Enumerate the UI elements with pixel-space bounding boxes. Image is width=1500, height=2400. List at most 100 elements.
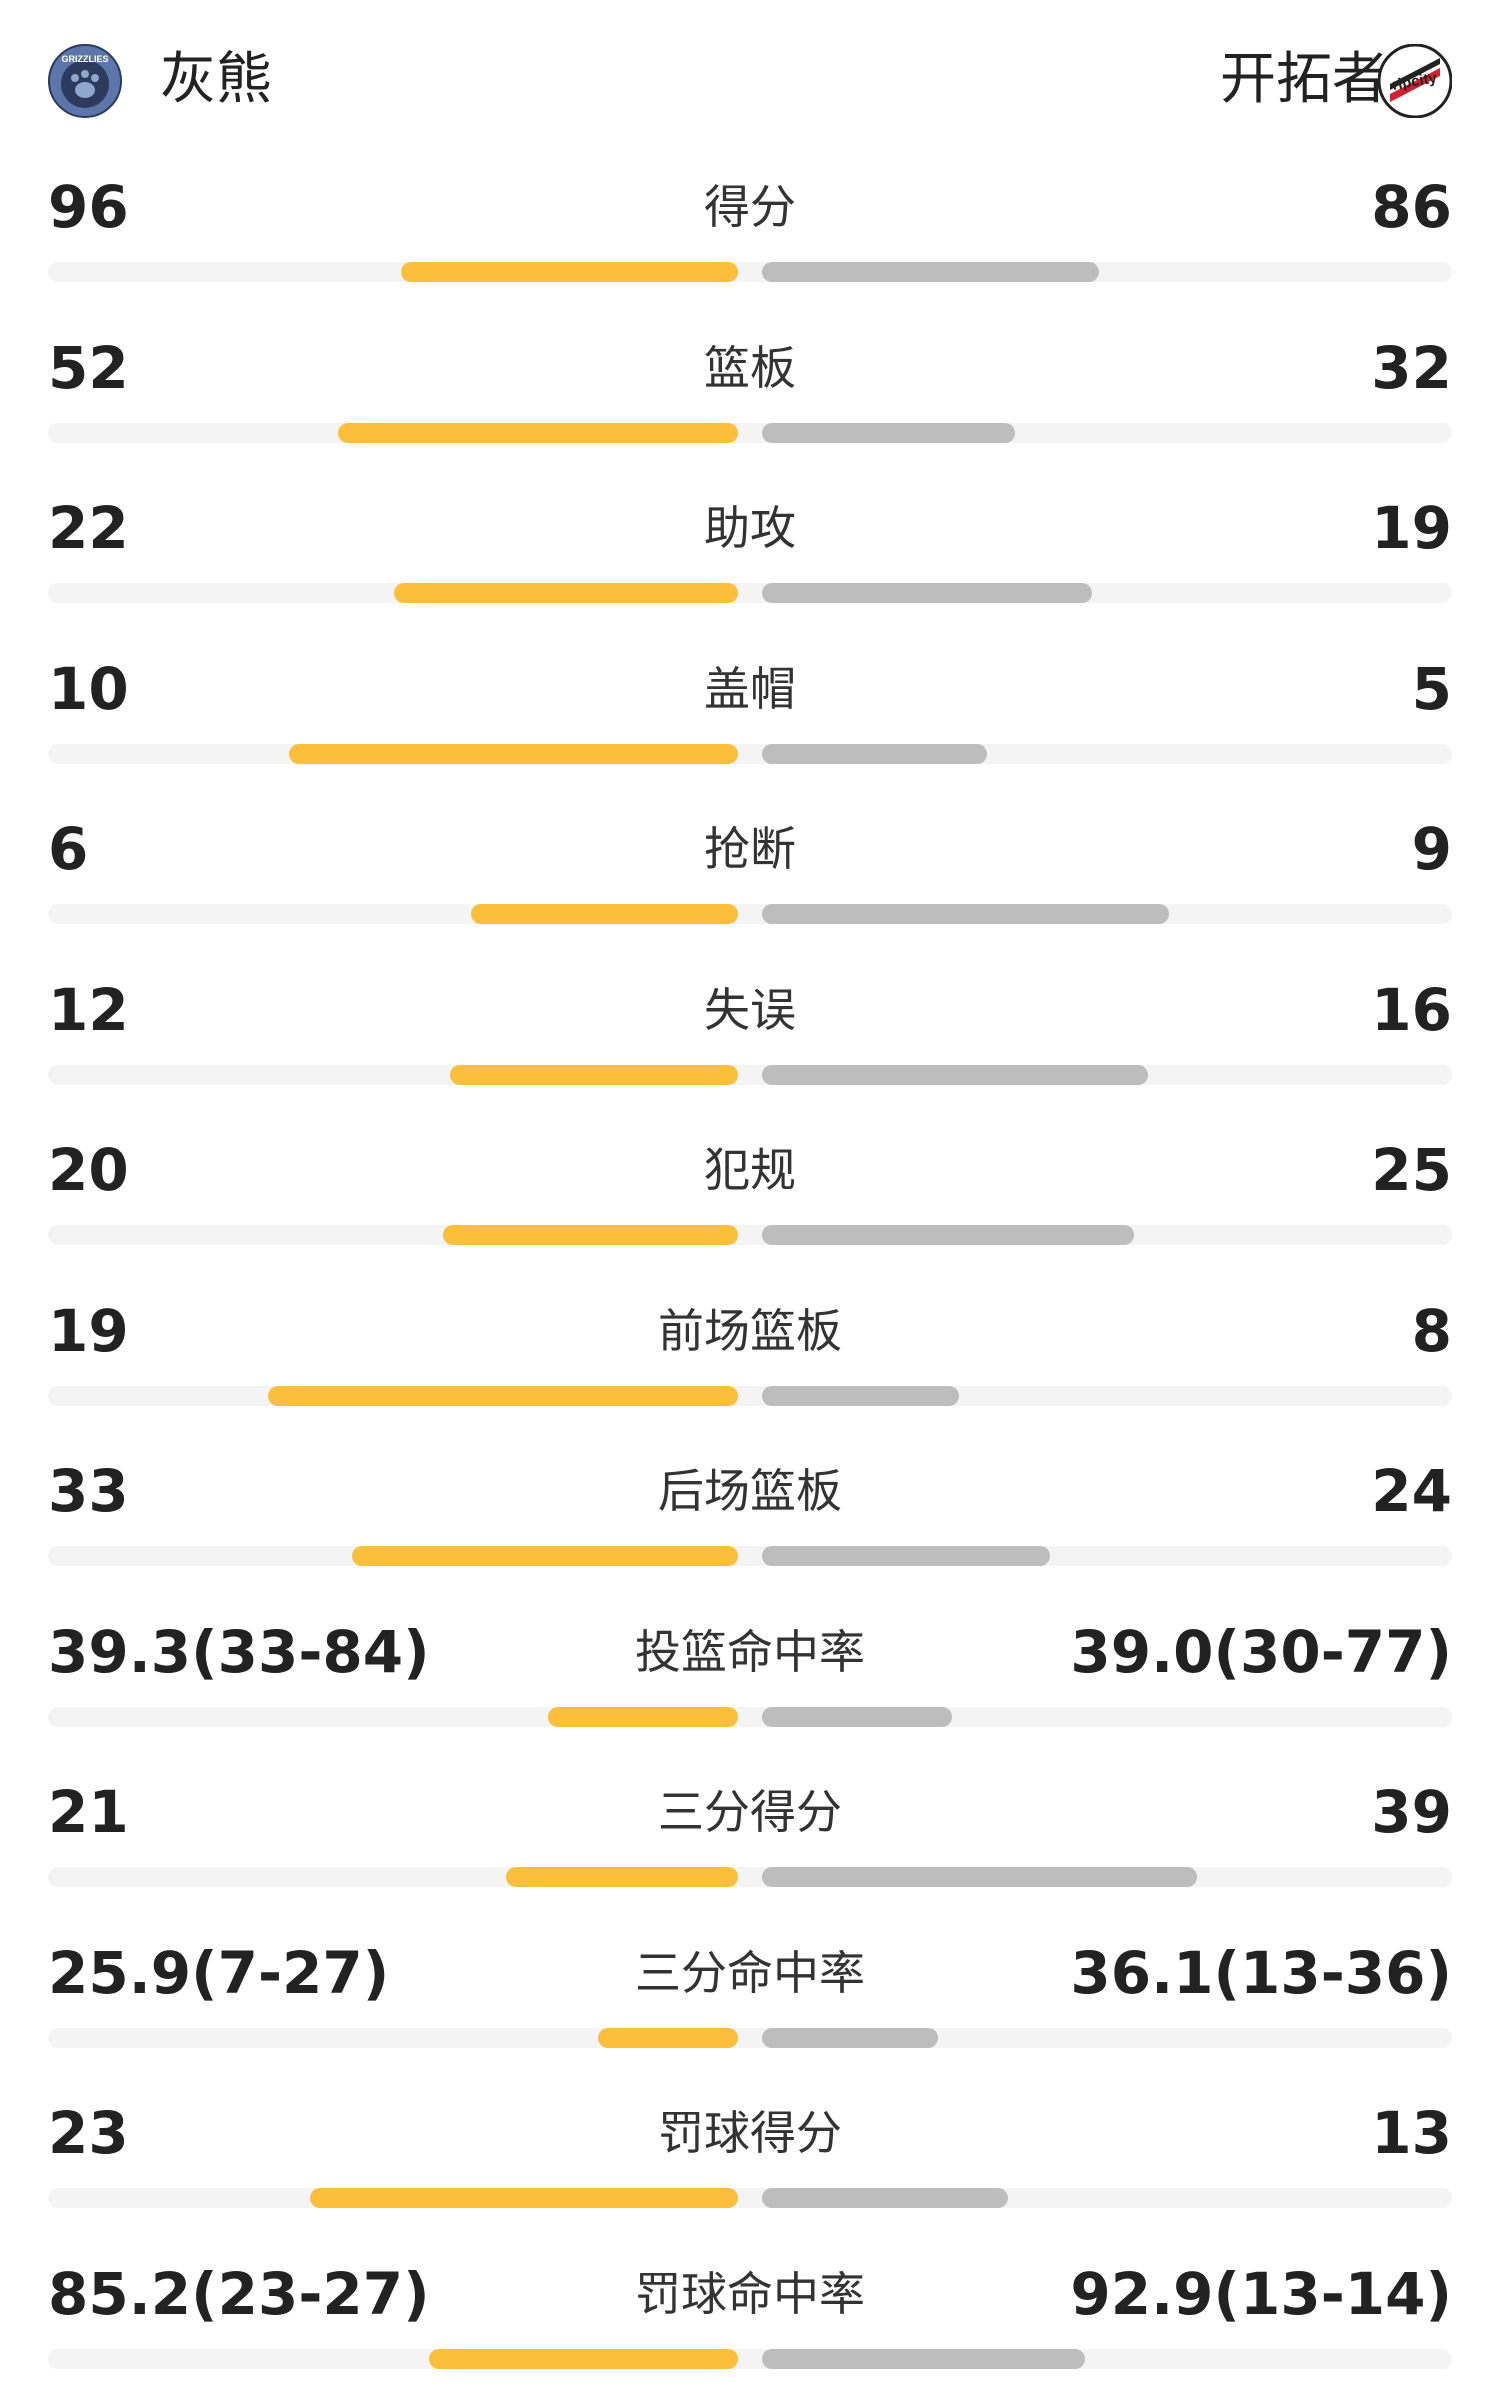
away-stat-bar — [762, 2348, 1085, 2369]
away-stat-value: 13 — [1371, 2099, 1452, 2167]
home-stat-value: 10 — [48, 654, 129, 723]
stat-label: 助攻 — [704, 501, 796, 555]
away-stat-value: 24 — [1371, 1457, 1452, 1525]
away-stat-bar — [762, 583, 1092, 603]
away-stat-bar — [762, 262, 1099, 282]
away-stat-value: 8 — [1411, 1296, 1452, 1365]
stat-row: 22 助攻 19 — [0, 471, 1500, 631]
stat-row: 19 前场篮板 8 — [0, 1274, 1500, 1434]
away-stat-value: 9 — [1411, 815, 1452, 883]
away-stat-bar — [762, 1867, 1197, 1887]
stat-label: 三分得分 — [658, 1785, 842, 1839]
home-stat-bar — [268, 1385, 738, 1406]
stat-label: 罚球得分 — [658, 2106, 842, 2160]
home-stat-bar — [310, 2188, 738, 2208]
stat-label: 后场篮板 — [658, 1464, 842, 1518]
stat-row: 25.9(7-27) 三分命中率 36.1(13-36) — [0, 1916, 1500, 2076]
stat-bar-track — [48, 904, 1452, 924]
stat-label: 抢断 — [704, 822, 796, 876]
away-stat-value: 39.0(30-77) — [1070, 1617, 1452, 1686]
away-stat-value: 39 — [1371, 1778, 1452, 1846]
stat-row: 52 篮板 32 — [0, 311, 1500, 471]
home-stat-bar — [450, 1064, 738, 1085]
stat-row: 23 罚球得分 13 — [0, 2076, 1500, 2236]
away-stat-value: 5 — [1411, 654, 1452, 723]
home-stat-bar — [429, 2348, 738, 2369]
stat-label: 罚球命中率 — [635, 2266, 865, 2321]
stat-row: 85.2(23-27) 罚球命中率 92.9(13-14) — [0, 2237, 1500, 2397]
home-stat-value: 6 — [48, 815, 89, 883]
home-stat-bar — [471, 904, 738, 924]
home-stat-value: 52 — [48, 333, 129, 402]
stat-bar-track — [48, 583, 1452, 603]
away-stat-bar — [762, 1385, 959, 1406]
stat-label: 三分命中率 — [635, 1945, 865, 2000]
away-stat-bar — [762, 1225, 1134, 1245]
away-stat-value: 86 — [1371, 173, 1452, 241]
away-stat-bar — [762, 743, 987, 764]
home-stat-bar — [443, 1225, 738, 1245]
home-stat-value: 20 — [48, 1136, 129, 1204]
away-stat-value: 36.1(13-36) — [1070, 1938, 1452, 2007]
stat-bar-track — [48, 1867, 1452, 1887]
stat-label: 失误 — [704, 982, 796, 1037]
stat-label: 犯规 — [704, 1143, 796, 1197]
team-header: GRIZZLIES 灰熊 开拓者 ripcity — [0, 0, 1500, 160]
away-stat-bar — [762, 1706, 952, 1727]
home-stat-value: 22 — [48, 494, 129, 562]
away-stat-bar — [762, 1064, 1148, 1085]
stat-label: 得分 — [704, 180, 796, 234]
stat-bar-track — [48, 1225, 1452, 1245]
home-stat-value: 23 — [48, 2099, 129, 2167]
stat-bar-track — [48, 1546, 1452, 1566]
away-stat-bar — [762, 2188, 1008, 2208]
stat-label: 篮板 — [704, 340, 796, 395]
home-stat-bar — [338, 422, 738, 443]
stat-row: 10 盖帽 5 — [0, 632, 1500, 792]
away-team-name: 开拓者 — [1220, 47, 1388, 112]
away-stat-value: 32 — [1371, 333, 1452, 402]
stat-bar-track — [48, 1706, 1452, 1727]
stat-label: 前场篮板 — [658, 1303, 842, 1358]
away-stat-bar — [762, 904, 1169, 924]
trail-blazers-logo-icon: ripcity — [1378, 44, 1452, 118]
stat-bar-track — [48, 422, 1452, 443]
stat-row: 21 三分得分 39 — [0, 1755, 1500, 1915]
grizzlies-logo-icon: GRIZZLIES — [48, 44, 122, 118]
stat-row: 96 得分 86 — [0, 150, 1500, 310]
home-stat-value: 85.2(23-27) — [48, 2259, 430, 2328]
stat-bar-track — [48, 2348, 1452, 2369]
stat-row: 20 犯规 25 — [0, 1113, 1500, 1273]
home-stat-bar — [506, 1867, 738, 1887]
stat-bar-track — [48, 2027, 1452, 2048]
away-stat-value: 25 — [1371, 1136, 1452, 1204]
home-stat-value: 19 — [48, 1296, 129, 1365]
stat-bar-track — [48, 1064, 1452, 1085]
home-stat-bar — [401, 262, 738, 282]
away-stat-value: 16 — [1371, 975, 1452, 1044]
stat-row: 33 后场篮板 24 — [0, 1434, 1500, 1594]
stat-bar-track — [48, 262, 1452, 282]
home-stat-value: 39.3(33-84) — [48, 1617, 430, 1686]
home-stat-value: 21 — [48, 1778, 129, 1846]
home-stat-value: 33 — [48, 1457, 129, 1525]
stat-bar-track — [48, 2188, 1452, 2208]
stat-row: 6 抢断 9 — [0, 792, 1500, 952]
away-stat-bar — [762, 1546, 1050, 1566]
away-stat-value: 92.9(13-14) — [1070, 2259, 1452, 2328]
stat-row: 12 失误 16 — [0, 953, 1500, 1113]
home-stat-value: 96 — [48, 173, 129, 241]
svg-text:GRIZZLIES: GRIZZLIES — [62, 54, 109, 64]
stat-row: 39.3(33-84) 投篮命中率 39.0(30-77) — [0, 1595, 1500, 1755]
home-stat-bar — [548, 1706, 738, 1727]
stat-bar-track — [48, 743, 1452, 764]
home-stat-bar — [289, 743, 738, 764]
away-stat-bar — [762, 422, 1015, 443]
home-stat-value: 25.9(7-27) — [48, 1938, 390, 2007]
home-team-name: 灰熊 — [160, 47, 272, 112]
away-stat-value: 19 — [1371, 494, 1452, 562]
stat-bar-track — [48, 1385, 1452, 1406]
stat-label: 投篮命中率 — [635, 1624, 865, 1679]
away-stat-bar — [762, 2027, 938, 2048]
home-stat-bar — [598, 2027, 738, 2048]
